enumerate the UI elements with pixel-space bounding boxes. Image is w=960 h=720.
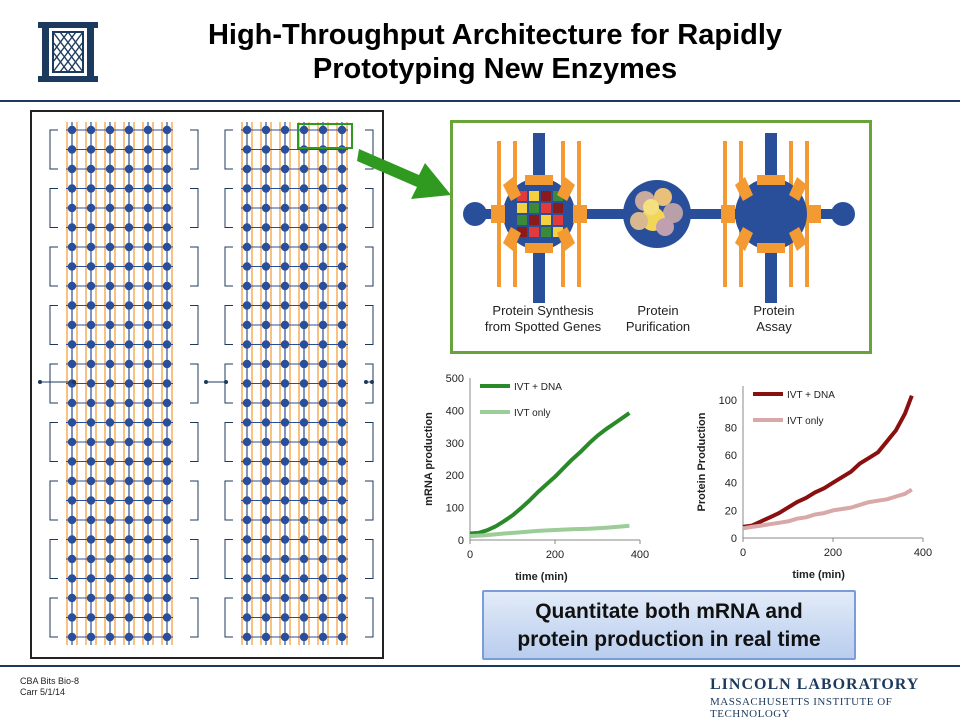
chart2-x-tick-label: 400: [914, 547, 932, 559]
label-purification-line-1: Protein: [637, 303, 679, 318]
chart2-y-tick-label: 40: [725, 478, 737, 490]
chart2-x-axis-label: time (min): [792, 569, 845, 581]
chart2-y-tick-label: 60: [725, 450, 737, 462]
chip-block-1: [49, 122, 199, 645]
cell-detail-inset: Protein Synthesis from Spotted Genes Pro…: [450, 120, 872, 354]
chip-block-2: [224, 122, 374, 645]
chart1-y-axis-label: mRNA production: [423, 412, 435, 506]
label-synthesis-line-2: from Spotted Genes: [484, 319, 602, 334]
chip-array-diagram: [30, 110, 384, 659]
mrna-chart: 0 100 200 300 400 500 0 200 400 time (min) mRNA pr…: [423, 373, 649, 583]
chart1-y-tick-label: 100: [446, 503, 464, 515]
callout-line-2: protein production in real time: [517, 628, 821, 651]
label-protein-assay: Protein Assay: [729, 303, 819, 335]
chart1-x-tick-label: 200: [546, 549, 564, 561]
chart2-series-line-1: [742, 394, 914, 529]
title-line-2: Prototyping New Enzymes: [312, 53, 678, 85]
chart1-series-line-1: [469, 411, 631, 536]
title-line-1: High-Throughput Architecture for Rapidly: [207, 19, 783, 51]
highlight-box: [297, 123, 353, 149]
lincoln-lab-logo-icon: [38, 22, 98, 82]
chart1-x-tick-label: 0: [467, 549, 473, 561]
chart2-y-axis-label: Protein Production: [696, 412, 708, 511]
chart1-y-tick-label: 500: [446, 373, 464, 385]
label-purification-line-2: Purification: [625, 319, 691, 334]
chart1-y-tick-label: 300: [446, 438, 464, 450]
chart1-legend-label-1: IVT + DNA: [514, 382, 562, 393]
page-title: High-Throughput Architecture for Rapidly…: [150, 18, 840, 86]
chart1-series-line-2: [469, 523, 630, 539]
label-assay-line-1: Protein: [753, 303, 795, 318]
cell-detail-drawing: [463, 133, 855, 303]
chart1-x-axis-label: time (min): [515, 571, 568, 583]
chart2-y-tick-label: 20: [725, 505, 737, 517]
chart1-x-tick-label: 400: [631, 549, 649, 561]
summary-callout: Quantitate both mRNA and protein product…: [482, 590, 856, 660]
chart2-x-tick-label: 0: [740, 547, 746, 559]
label-synthesis-line-1: Protein Synthesis: [492, 303, 594, 318]
footer-slide-id: CBA Bits Bio-8: [20, 676, 80, 686]
chart2-y-tick-label: 0: [731, 533, 737, 545]
protein-chart: 0 20 40 60 80 100 0 200 400 time (min) Protein Pro…: [696, 386, 932, 581]
chart2-y-tick-label: 100: [719, 395, 737, 407]
chart1-y-tick-label: 200: [446, 470, 464, 482]
chart2-series-line-2: [742, 487, 913, 531]
chart2-y-tick-label: 80: [725, 422, 737, 434]
footer-org-subtitle: MASSACHUSETTS INSTITUTE OF TECHNOLOGY: [710, 696, 893, 720]
chart2-x-tick-label: 200: [824, 547, 842, 559]
footer-org-name: LINCOLN LABORATORY: [710, 676, 920, 693]
chart2-legend-label-1: IVT + DNA: [787, 390, 835, 401]
chart1-legend-label-2: IVT only: [514, 408, 551, 419]
chart1-y-tick-label: 400: [446, 405, 464, 417]
chip-array-drawing: [38, 122, 374, 645]
chart1-y-tick-label: 0: [458, 535, 464, 547]
label-assay-line-2: Assay: [756, 319, 792, 334]
zoom-arrow-icon: [357, 149, 451, 199]
chart2-legend-label-2: IVT only: [787, 416, 824, 427]
label-protein-synthesis: Protein Synthesis from Spotted Genes: [473, 303, 613, 335]
footer-slide-info: CBA Bits Bio-8 Carr 5/1/14: [20, 676, 79, 698]
footer-slide-date: Carr 5/1/14: [20, 687, 66, 697]
header-rule: [0, 100, 960, 102]
label-protein-purification: Protein Purification: [613, 303, 703, 335]
footer-rule: [0, 665, 960, 667]
callout-line-1: Quantitate both mRNA and: [535, 600, 803, 623]
